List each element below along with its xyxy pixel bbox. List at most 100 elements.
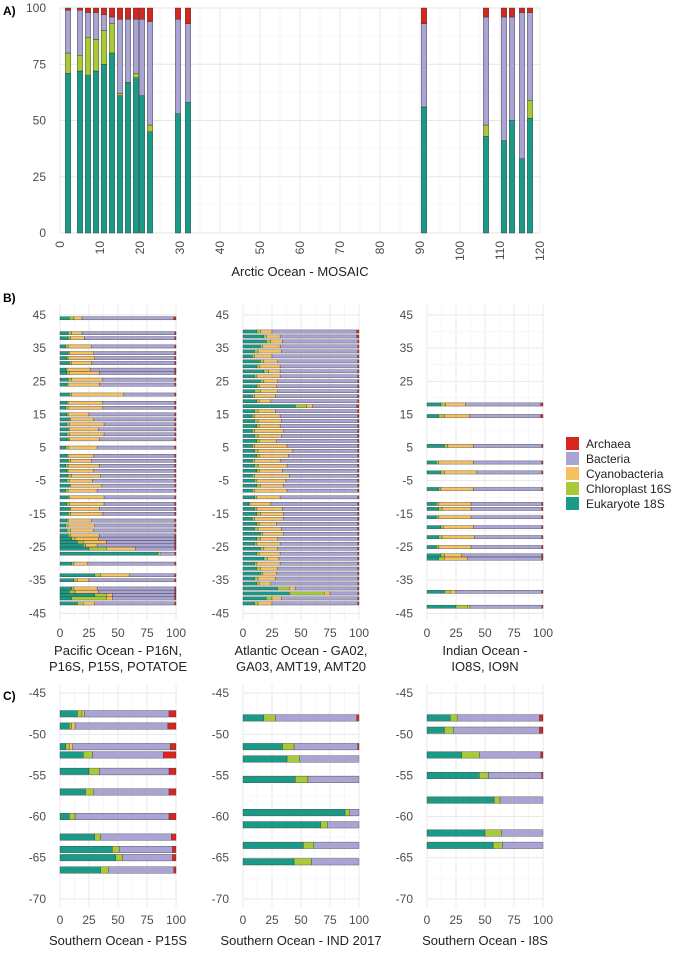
bar-segment-chloroplast-16s: [252, 473, 255, 478]
bar-atlantic-38: [242, 522, 360, 526]
bar-segment-chloroplast-16s: [444, 726, 454, 734]
bar-segment-cyanobacteria: [69, 427, 99, 432]
bar-segment-bacteria: [276, 439, 359, 443]
bar-segment-cyanobacteria: [67, 488, 98, 493]
bar-segment-archaea: [133, 7, 139, 20]
bar-segment-bacteria: [283, 483, 359, 488]
bar-segment-cyanobacteria: [70, 483, 102, 488]
bar-segment-eukaryote-18s: [242, 359, 261, 364]
bar-segment-eukaryote-18s: [242, 522, 258, 526]
bar-segment-archaea: [174, 445, 177, 450]
bar-segment-archaea: [147, 7, 153, 22]
bar-segment-eukaryote-18s: [426, 525, 442, 529]
bar-segment-archaea: [174, 495, 177, 500]
bar-segment-eukaryote-18s: [242, 334, 265, 339]
bar-segment-eukaryote-18s: [242, 495, 255, 500]
bar-segment-cyanobacteria: [268, 369, 281, 374]
bar-atlantic-18: [242, 419, 360, 423]
bar-segment-chloroplast-16s: [65, 445, 69, 450]
bar-arctic-0: [65, 7, 71, 234]
bar-segment-chloroplast-16s: [436, 460, 439, 465]
bar-segment-eukaryote-18s: [242, 434, 255, 438]
y-tick-label: 25: [216, 374, 230, 388]
bar-pacific-8: [59, 371, 177, 375]
bar-segment-eukaryote-18s: [426, 444, 445, 448]
bar-segment-archaea: [501, 7, 507, 18]
bar-segment-cyanobacteria: [438, 502, 472, 506]
bar-segment-eukaryote-18s: [242, 821, 321, 829]
y-tick-label: -55: [396, 768, 414, 782]
bar-segment-eukaryote-18s: [426, 402, 442, 407]
bar-atlantic-47: [242, 566, 360, 571]
bar-southern_p15s-5: [59, 788, 177, 796]
bar-atlantic-0: [242, 329, 360, 334]
bar-segment-bacteria: [501, 829, 544, 837]
x-tick-label: 25: [82, 913, 96, 927]
bar-segment-eukaryote-18s: [242, 556, 265, 561]
bar-pacific-37: [59, 536, 177, 541]
x-axis-title-atlantic: GA03, AMT19, AMT20: [236, 659, 366, 674]
bar-segment-bacteria: [93, 417, 176, 422]
bar-segment-cyanobacteria: [71, 331, 83, 335]
bar-segment-chloroplast-16s: [254, 389, 261, 393]
bar-segment-chloroplast-16s: [66, 422, 70, 427]
bar-segment-cyanobacteria: [262, 344, 281, 349]
bar-segment-eukaryote-18s: [242, 546, 261, 551]
bar-segment-cyanobacteria: [257, 434, 282, 438]
bar-segment-cyanobacteria: [158, 551, 162, 556]
bar-segment-bacteria: [456, 714, 540, 722]
bars-southern_ind2017: [242, 714, 360, 866]
gridlines-southern_ind2017: [242, 685, 360, 907]
bar-atlantic-7: [242, 364, 360, 369]
y-tick-label: 35: [216, 341, 230, 355]
bar-pacific-36: [59, 533, 177, 538]
bar-segment-cyanobacteria: [254, 414, 281, 418]
bar-segment-eukaryote-18s: [77, 70, 83, 234]
bar-segment-chloroplast-16s: [254, 576, 259, 581]
legend-swatch-chloroplast: [566, 482, 579, 495]
bar-segment-eukaryote-18s: [242, 507, 255, 511]
bar-segment-bacteria: [455, 590, 543, 594]
bar-segment-bacteria: [470, 502, 543, 506]
bar-segment-archaea: [356, 714, 360, 722]
bar-segment-eukaryote-18s: [59, 866, 101, 874]
x-tick-label: 75: [323, 626, 337, 640]
bar-segment-archaea: [357, 469, 360, 473]
bar-segment-archaea: [174, 336, 177, 340]
bar-segment-chloroplast-16s: [527, 100, 533, 119]
x-tick-label: 100: [349, 913, 369, 927]
bar-segment-eukaryote-18s: [59, 432, 68, 437]
bar-segment-archaea: [357, 339, 360, 344]
bar-segment-cyanobacteria: [69, 502, 105, 506]
bar-segment-archaea: [357, 359, 360, 364]
bar-arctic-3: [93, 7, 99, 234]
bar-atlantic-22: [242, 439, 360, 443]
bar-segment-cyanobacteria: [254, 354, 273, 359]
bar-segment-archaea: [541, 515, 544, 519]
bar-segment-cyanobacteria: [441, 535, 475, 539]
bar-segment-eukaryote-18s: [59, 512, 69, 516]
bar-segment-cyanobacteria: [256, 507, 283, 511]
bar-segment-chloroplast-16s: [66, 432, 70, 437]
panel-southern_p15s: C) -45 -50 -55 -60 -65 -70 0 25 50 75 100 Southern O…: [3, 685, 187, 948]
bar-southern_p15s-9: [59, 854, 177, 862]
bar-segment-cyanobacteria: [254, 473, 290, 478]
bar-segment-eukaryote-18s: [242, 449, 255, 453]
bar-segment-archaea: [357, 419, 360, 423]
bar-pacific-41: [59, 551, 177, 556]
bar-segment-cyanobacteria: [444, 470, 478, 475]
bar-segment-bacteria: [295, 586, 359, 591]
bar-segment-bacteria: [103, 432, 176, 437]
bar-segment-chloroplast-16s: [252, 429, 255, 433]
bar-segment-chloroplast-16s: [440, 470, 445, 475]
bar-segment-chloroplast-16s: [438, 487, 442, 491]
x-tick-label: 25: [265, 626, 279, 640]
bar-segment-cyanobacteria: [256, 541, 281, 546]
bar-segment-chloroplast-16s: [438, 556, 445, 561]
bar-segment-eukaryote-18s: [242, 409, 255, 413]
bar-segment-cyanobacteria: [271, 596, 282, 601]
bar-segment-bacteria: [96, 543, 176, 548]
bar-segment-archaea: [357, 409, 360, 413]
bar-segment-cyanobacteria: [289, 586, 296, 591]
bar-segment-cyanobacteria: [70, 336, 85, 340]
